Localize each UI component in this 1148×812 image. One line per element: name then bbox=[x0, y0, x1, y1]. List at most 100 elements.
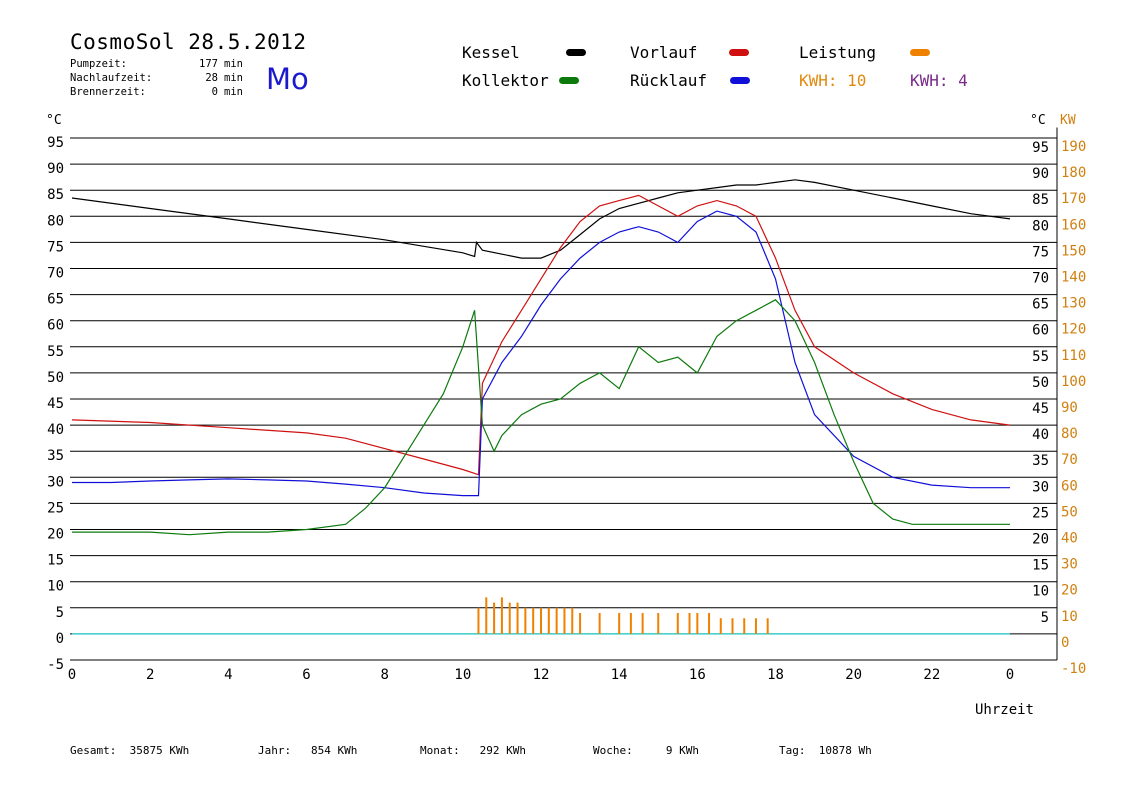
y-tick-left: 45 bbox=[47, 396, 64, 412]
legend-swatch-ruecklauf bbox=[730, 77, 751, 84]
series-line-vorlauf bbox=[71, 194, 1011, 476]
y-tick-left: 70 bbox=[47, 266, 64, 282]
y-tick-left: -5 bbox=[47, 657, 64, 673]
y-tick-kw: 40 bbox=[1061, 531, 1078, 547]
y-tick-left: 20 bbox=[47, 527, 64, 543]
y-tick-kw: 190 bbox=[1061, 139, 1086, 155]
legend-kollektor: Kollektor bbox=[462, 71, 579, 90]
y-tick-right: 55 bbox=[1032, 349, 1049, 365]
y-tick-right: 80 bbox=[1032, 218, 1049, 234]
y-tick-left: 75 bbox=[47, 239, 64, 255]
y-tick-right: 25 bbox=[1032, 505, 1049, 521]
runtime-stats: Pumpzeit: 177 min Nachlaufzeit: 28 min B… bbox=[70, 57, 243, 99]
stat-unit: min bbox=[224, 86, 243, 98]
x-axis-label: Uhrzeit bbox=[975, 702, 1034, 718]
y-tick-right: 60 bbox=[1032, 323, 1049, 339]
y-tick-kw: 30 bbox=[1061, 557, 1078, 573]
y-tick-left: 25 bbox=[47, 500, 64, 516]
legend-swatch-leistung bbox=[910, 49, 931, 56]
y-tick-left: 90 bbox=[47, 161, 64, 177]
y-tick-right: 65 bbox=[1032, 297, 1049, 313]
y-tick-kw: 10 bbox=[1061, 609, 1078, 625]
stat-row-brennerzeit: Brennerzeit: 0 min bbox=[70, 85, 243, 99]
y-tick-right: 90 bbox=[1032, 166, 1049, 182]
weekday-label: Mo bbox=[266, 62, 309, 96]
y-tick-kw: 180 bbox=[1061, 165, 1086, 181]
y-tick-right: 30 bbox=[1032, 479, 1049, 495]
series-line-kessel bbox=[71, 179, 1011, 259]
legend-leistung: Leistung bbox=[799, 43, 931, 62]
legend-label-vorlauf: Vorlauf bbox=[630, 43, 698, 62]
x-tick-label: 22 bbox=[923, 667, 940, 683]
y-tick-left: 5 bbox=[56, 605, 64, 621]
y-tick-kw: 140 bbox=[1061, 270, 1086, 286]
y-tick-left: 0 bbox=[56, 631, 64, 647]
y-tick-right: 10 bbox=[1032, 584, 1049, 600]
stat-unit: min bbox=[224, 58, 243, 70]
y-tick-kw: 160 bbox=[1061, 217, 1086, 233]
y-tick-left: 35 bbox=[47, 448, 64, 464]
y-axis-label-left: °C bbox=[46, 113, 62, 128]
stat-value: 0 bbox=[211, 86, 218, 98]
stat-row-nachlaufzeit: Nachlaufzeit: 28 min bbox=[70, 71, 243, 85]
x-tick-label: 8 bbox=[380, 667, 388, 683]
legend-vorlauf: Vorlauf bbox=[630, 43, 750, 62]
x-tick-label: 12 bbox=[533, 667, 550, 683]
y-tick-left: 50 bbox=[47, 370, 64, 386]
y-tick-kw: 20 bbox=[1061, 583, 1078, 599]
y-tick-kw: 100 bbox=[1061, 374, 1086, 390]
y-tick-kw: 50 bbox=[1061, 504, 1078, 520]
y-tick-left: 60 bbox=[47, 318, 64, 334]
footer-monat: Monat: 292 KWh bbox=[420, 744, 526, 757]
x-tick-label: 2 bbox=[146, 667, 154, 683]
series-line-kollektor bbox=[72, 299, 1010, 536]
stat-value: 177 bbox=[199, 58, 218, 70]
legend-swatch-kollektor bbox=[558, 77, 579, 84]
y-tick-kw: -10 bbox=[1061, 661, 1086, 677]
y-axis-label-kw: KW bbox=[1060, 113, 1076, 128]
x-tick-label: 20 bbox=[845, 667, 862, 683]
x-tick-label: 0 bbox=[1006, 667, 1014, 683]
y-tick-right: 45 bbox=[1032, 401, 1049, 417]
x-tick-label: 16 bbox=[689, 667, 706, 683]
y-tick-left: 55 bbox=[47, 344, 64, 360]
chart-title: CosmoSol 28.5.2012 bbox=[70, 30, 307, 54]
footer-jahr: Jahr: 854 KWh bbox=[258, 744, 358, 757]
y-tick-kw: 60 bbox=[1061, 478, 1078, 494]
x-tick-label: 18 bbox=[767, 667, 784, 683]
footer-woche: Woche: 9 KWh bbox=[593, 744, 699, 757]
x-tick-label: 14 bbox=[611, 667, 628, 683]
legend-swatch-vorlauf bbox=[729, 49, 750, 56]
y-tick-left: 40 bbox=[47, 422, 64, 438]
y-tick-kw: 90 bbox=[1061, 400, 1078, 416]
y-tick-right: 20 bbox=[1032, 532, 1049, 548]
kwh-total-left: KWH: 10 bbox=[799, 71, 867, 90]
stat-label: Pumpzeit: bbox=[70, 58, 127, 70]
legend-label-leistung: Leistung bbox=[799, 43, 877, 62]
stat-row-pumpzeit: Pumpzeit: 177 min bbox=[70, 57, 243, 71]
x-tick-label: 4 bbox=[224, 667, 232, 683]
legend-kessel: Kessel bbox=[462, 43, 586, 62]
y-tick-left: 30 bbox=[47, 474, 64, 490]
y-tick-left: 80 bbox=[47, 213, 64, 229]
legend-ruecklauf: Rücklauf bbox=[630, 71, 751, 90]
y-tick-right: 50 bbox=[1032, 375, 1049, 391]
y-tick-right: 40 bbox=[1032, 427, 1049, 443]
legend-label-kessel: Kessel bbox=[462, 43, 520, 62]
y-tick-kw: 170 bbox=[1061, 191, 1086, 207]
footer-gesamt: Gesamt: 35875 KWh bbox=[70, 744, 190, 757]
y-tick-kw: 130 bbox=[1061, 296, 1086, 312]
y-axis-label-right: °C bbox=[1030, 113, 1046, 128]
legend-swatch-kessel bbox=[565, 49, 586, 56]
x-tick-label: 6 bbox=[302, 667, 310, 683]
y-tick-left: 10 bbox=[47, 579, 64, 595]
legend-label-ruecklauf: Rücklauf bbox=[630, 71, 708, 90]
y-tick-right: 15 bbox=[1032, 558, 1049, 574]
y-tick-left: 65 bbox=[47, 292, 64, 308]
x-tick-label: 0 bbox=[68, 667, 76, 683]
y-tick-left: 85 bbox=[47, 187, 64, 203]
y-tick-kw: 0 bbox=[1061, 635, 1069, 651]
y-tick-right: 70 bbox=[1032, 271, 1049, 287]
y-tick-right: 95 bbox=[1032, 140, 1049, 156]
